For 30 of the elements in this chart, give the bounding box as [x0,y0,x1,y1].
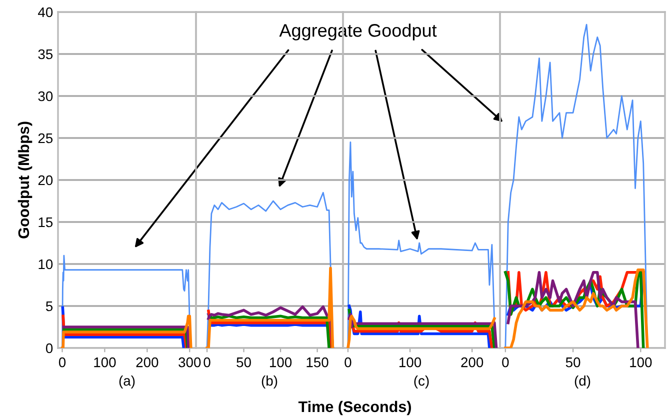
y-tick-label: 10 [38,259,53,270]
y-tick-label: 30 [38,91,53,102]
x-tick-label: 0 [502,357,509,368]
x-tick-label: 0 [204,357,210,368]
x-tick-label: 50 [566,357,580,368]
x-tick-label: 300 [178,357,201,368]
x-tick-label: 150 [306,357,328,368]
y-tick-label: 5 [46,301,53,312]
x-tick-label: 0 [344,357,352,368]
x-tick-label: 100 [399,357,422,368]
x-axis-title: (b) [262,376,278,388]
x-tick-label: 50 [236,357,251,368]
x-tick-label: 200 [136,357,158,368]
y-tick-label: 35 [38,49,53,60]
y-tick-label: 0 [46,343,53,354]
annotation: Aggregate Goodput [279,24,437,40]
x-tick-label: 100 [94,357,116,368]
y-tick-label: 15 [38,217,53,228]
x-tick-label: 0 [58,357,66,368]
x-tick-label: 200 [461,357,484,368]
x-axis-title: (d) [574,376,590,388]
x-tick-label: 100 [270,357,292,368]
x-tick-label: 100 [630,357,652,368]
x-axis-title: (c) [414,376,429,388]
y-tick-label: 25 [38,133,53,144]
y-tick-label: 20 [38,175,53,186]
y-tick-label: 40 [38,7,53,18]
x-axis-title: (a) [119,376,135,388]
text: Time (Seconds) [298,400,411,416]
y-axis-title: Goodput (Mbps) [18,122,32,238]
